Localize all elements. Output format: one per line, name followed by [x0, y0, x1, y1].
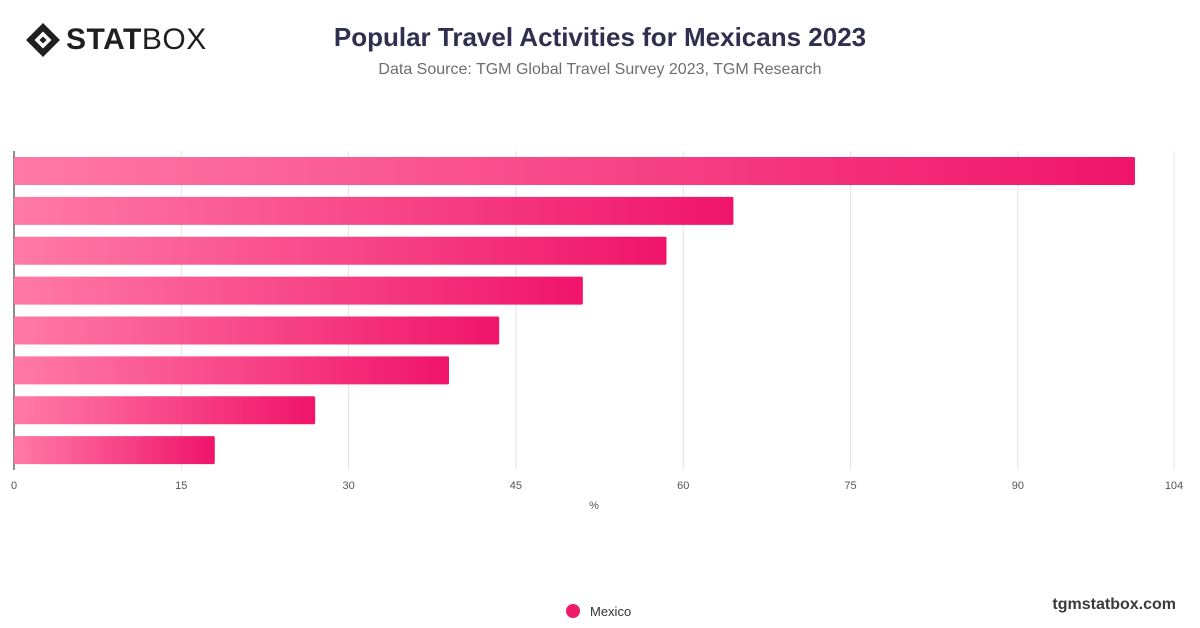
site-url: tgmstatbox.com — [1052, 596, 1176, 613]
chart-title: Popular Travel Activities for Mexicans 2… — [333, 22, 867, 52]
x-axis-label: % — [589, 500, 599, 512]
legend-swatch — [566, 604, 580, 618]
x-tick-label: 60 — [677, 480, 689, 492]
bar[interactable] — [14, 356, 449, 385]
statbox-logo: STATBOX — [26, 22, 207, 58]
bar[interactable] — [14, 276, 583, 305]
x-tick-label: 30 — [342, 480, 354, 492]
logo-wordmark-light: BOX — [141, 23, 207, 56]
bar[interactable] — [14, 396, 316, 425]
bar[interactable] — [14, 236, 667, 265]
x-tick-label: 45 — [510, 480, 522, 492]
chart-subtitle: Data Source: TGM Global Travel Survey 20… — [378, 61, 822, 78]
legend-label: Mexico — [590, 603, 632, 619]
x-tick-label: 90 — [1012, 480, 1024, 492]
logo-wordmark-bold: STAT — [66, 23, 142, 56]
logo-wordmark: STATBOX — [66, 22, 207, 58]
x-axis-ticks: 0 15 30 45 60 75 90 104 — [11, 480, 1183, 492]
bar[interactable] — [14, 156, 1135, 185]
legend[interactable]: Mexico — [566, 602, 631, 620]
diamond-icon — [26, 23, 60, 57]
bar[interactable] — [14, 436, 215, 465]
x-tick-label: 15 — [175, 480, 187, 492]
x-tick-label: 104 — [1165, 480, 1183, 492]
x-tick-label: 75 — [844, 480, 856, 492]
bar[interactable] — [14, 196, 734, 225]
bar[interactable] — [14, 316, 500, 345]
bar-series — [14, 156, 1135, 465]
x-tick-label: 0 — [11, 480, 17, 492]
